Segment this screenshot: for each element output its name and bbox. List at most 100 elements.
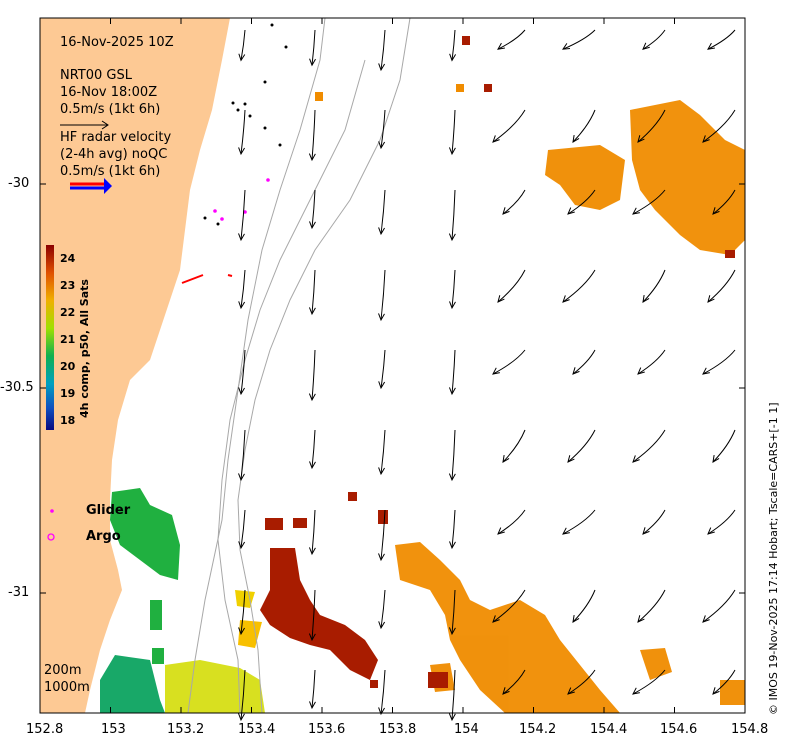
current-arrow	[451, 29, 456, 61]
current-arrow	[451, 349, 456, 395]
current-arrow-head	[502, 687, 510, 695]
current-arrow	[380, 589, 386, 629]
current-arrow	[642, 269, 666, 303]
current-arrow	[311, 109, 316, 161]
current-arrow	[562, 29, 596, 50]
current-arrow	[240, 669, 246, 721]
current-arrow-head	[562, 295, 570, 303]
current-arrow	[702, 589, 736, 623]
current-arrow-head	[642, 527, 650, 535]
current-arrow	[380, 669, 386, 715]
current-arrow-head	[572, 615, 580, 623]
current-arrow-head	[561, 43, 571, 50]
current-arrow-head	[637, 615, 645, 623]
argo-legend-label: Argo	[86, 529, 121, 544]
current-arrow-head	[448, 233, 456, 242]
radar-vectors	[181, 274, 233, 284]
current-arrow	[311, 589, 316, 641]
axis-tick-marks	[39, 18, 746, 713]
current-arrow-head	[502, 455, 510, 463]
current-arrow-head	[238, 387, 245, 396]
colorbar-tick: 23	[60, 279, 76, 292]
current-arrow-head	[378, 707, 385, 716]
current-arrow	[311, 429, 316, 469]
isobath-label-1000: 1000m	[44, 680, 90, 695]
current-arrow	[451, 189, 456, 241]
x-tick-label: 154.2	[519, 722, 557, 737]
current-arrow-head	[572, 135, 580, 143]
current-arrow	[311, 269, 316, 315]
glider-markers	[213, 178, 270, 221]
current-arrow-head	[238, 713, 245, 722]
current-arrow-head	[637, 135, 645, 143]
current-arrow-head	[497, 42, 505, 50]
current-arrow-head	[308, 307, 316, 316]
current-arrow	[492, 349, 526, 375]
current-arrow-head	[562, 527, 570, 535]
current-arrow-head	[632, 455, 640, 463]
current-arrow	[572, 589, 596, 623]
current-arrow-head	[378, 467, 385, 476]
current-arrow-head	[309, 221, 316, 230]
current-arrow-head	[702, 615, 710, 623]
current-arrow	[240, 589, 246, 635]
current-arrow	[451, 429, 456, 481]
current-arrow	[497, 269, 526, 303]
current-arrow	[642, 29, 666, 50]
isobath-label-200: 200m	[44, 663, 82, 678]
current-arrow	[632, 429, 666, 463]
current-arrow	[451, 669, 456, 721]
x-tick-label: 153.2	[167, 722, 205, 737]
product-scale-label: 0.5m/s (1kt 6h)	[60, 102, 161, 117]
current-arrow-head	[448, 387, 456, 396]
current-arrow	[380, 429, 386, 475]
radar-title-label: HF radar velocity	[60, 130, 172, 145]
current-arrow-head	[497, 527, 505, 535]
current-arrow-head	[642, 295, 650, 303]
current-arrow-head	[238, 233, 245, 242]
current-arrow	[502, 669, 526, 695]
current-arrow-head	[448, 627, 456, 636]
current-arrow	[572, 109, 596, 143]
current-arrow	[240, 349, 246, 395]
current-arrow	[702, 109, 736, 143]
current-arrow-head	[707, 295, 715, 303]
colorbar-tick: 19	[60, 387, 76, 400]
current-arrow-head	[567, 455, 575, 463]
current-arrow	[451, 269, 456, 309]
current-arrow-head	[309, 58, 316, 67]
current-arrow	[572, 349, 596, 375]
sst-small-patches	[315, 84, 464, 101]
current-arrow	[712, 669, 736, 695]
x-tick-label: 154.4	[590, 722, 628, 737]
current-arrow	[311, 29, 316, 66]
current-arrow-head	[497, 295, 505, 303]
current-arrow	[380, 509, 386, 561]
product-time-label: 16-Nov 18:00Z	[60, 85, 158, 100]
current-arrow	[311, 189, 316, 229]
current-arrow	[380, 269, 386, 321]
current-arrow	[637, 109, 666, 143]
current-arrow	[567, 669, 596, 695]
current-arrow-head	[238, 473, 245, 482]
current-arrow	[451, 109, 456, 155]
land-mass	[40, 18, 230, 713]
glider-legend-symbol	[50, 509, 54, 513]
current-arrow-head	[642, 42, 650, 50]
current-arrow-head	[448, 473, 456, 482]
x-tick-label: 152.8	[26, 722, 64, 737]
current-arrow	[380, 29, 386, 71]
timestamp-label: 16-Nov-2025 10Z	[60, 35, 174, 50]
current-arrow	[562, 509, 596, 535]
x-tick-label: 154.6	[660, 722, 698, 737]
radar-scale-label: 0.5m/s (1kt 6h)	[60, 164, 161, 179]
current-arrow-head	[378, 381, 386, 390]
current-arrow-head	[502, 207, 510, 215]
scale-arrow-gsl	[60, 120, 109, 130]
current-arrow	[492, 109, 526, 143]
current-arrow-head	[632, 207, 640, 215]
current-arrow-head	[308, 393, 316, 402]
current-arrow-head	[448, 147, 456, 156]
x-tick-label: 153.8	[379, 722, 417, 737]
